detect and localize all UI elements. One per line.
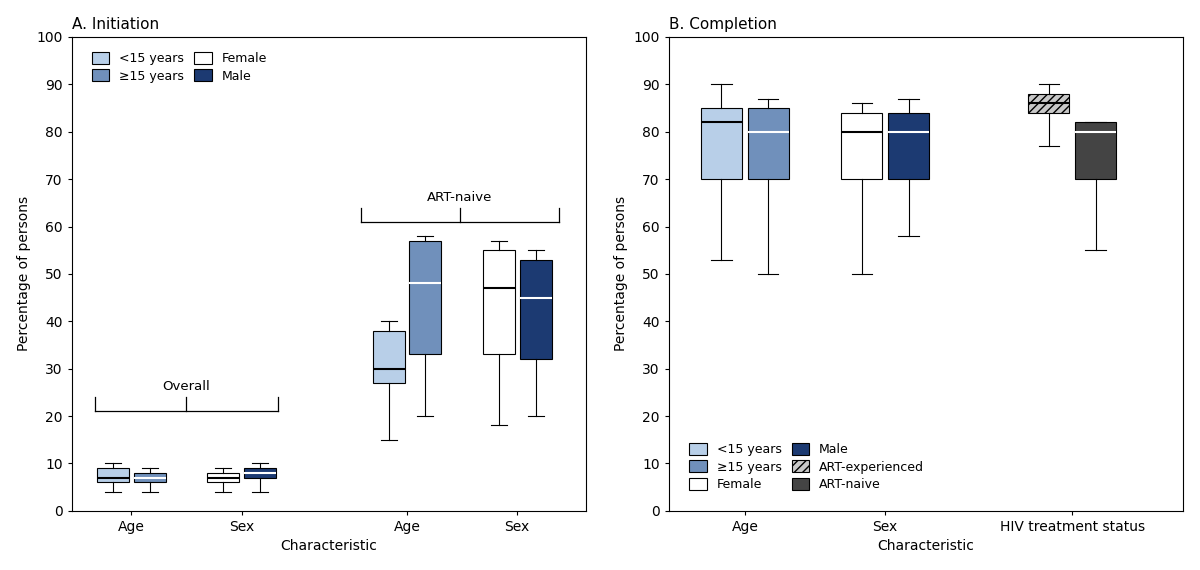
PathPatch shape — [244, 468, 276, 478]
Text: Overall: Overall — [162, 380, 210, 393]
PathPatch shape — [208, 473, 239, 482]
PathPatch shape — [133, 473, 166, 482]
Text: ART-naive: ART-naive — [427, 191, 492, 203]
Text: A. Initiation: A. Initiation — [72, 17, 158, 32]
Text: B. Completion: B. Completion — [668, 17, 776, 32]
Y-axis label: Percentage of persons: Percentage of persons — [614, 196, 628, 352]
PathPatch shape — [97, 468, 130, 482]
PathPatch shape — [482, 250, 515, 355]
X-axis label: Characteristic: Characteristic — [281, 539, 377, 553]
PathPatch shape — [841, 113, 882, 179]
PathPatch shape — [520, 260, 552, 359]
PathPatch shape — [1028, 94, 1069, 113]
Y-axis label: Percentage of persons: Percentage of persons — [17, 196, 31, 352]
PathPatch shape — [372, 331, 404, 383]
PathPatch shape — [701, 108, 742, 179]
Legend: <15 years, ≥15 years, Female, Male: <15 years, ≥15 years, Female, Male — [88, 48, 271, 87]
Legend: <15 years, ≥15 years, Female, Male, ART-experienced, ART-naive: <15 years, ≥15 years, Female, Male, ART-… — [685, 439, 928, 495]
PathPatch shape — [409, 241, 442, 355]
PathPatch shape — [888, 113, 929, 179]
PathPatch shape — [748, 108, 788, 179]
PathPatch shape — [1075, 123, 1116, 179]
X-axis label: Characteristic: Characteristic — [877, 539, 974, 553]
